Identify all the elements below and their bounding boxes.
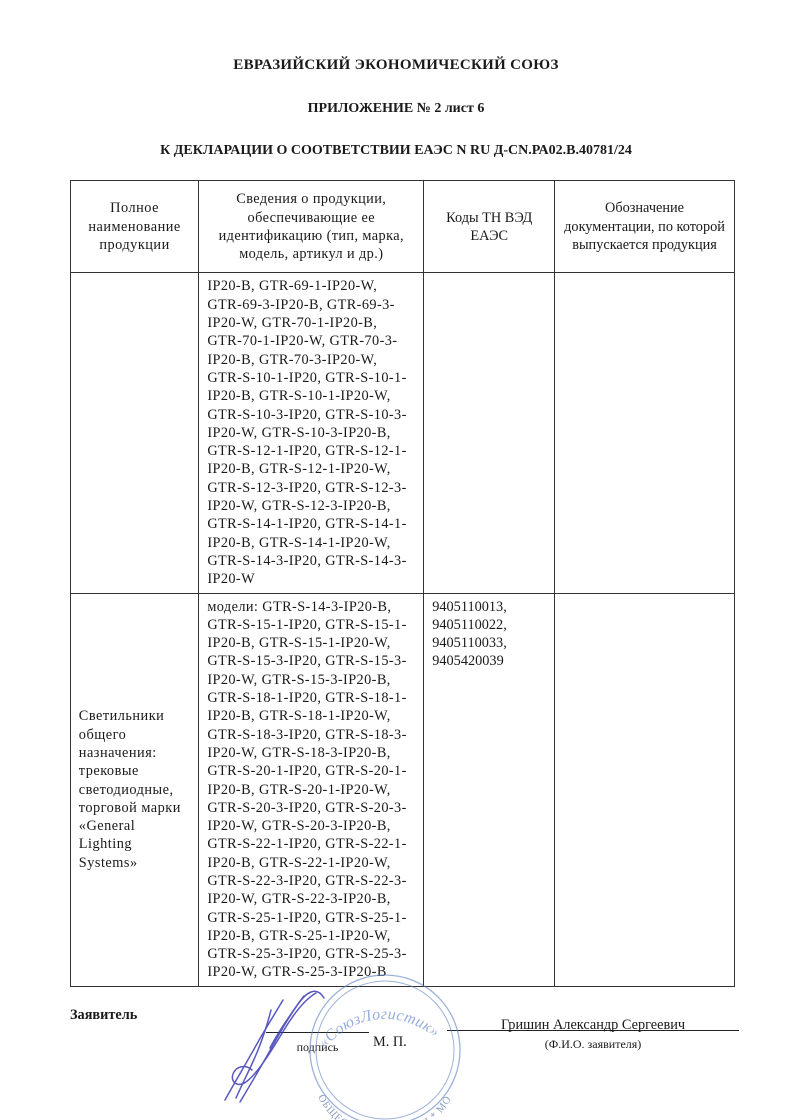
svg-text:ОБЩЕСТВО С ОГРАНИЧ * МОСКВА *0: ОБЩЕСТВО С ОГРАНИЧ * МОСКВА *08 xyxy=(0,0,454,1120)
svg-text:«СоюзЛогистик»: «СоюзЛогистик» xyxy=(315,1006,443,1052)
